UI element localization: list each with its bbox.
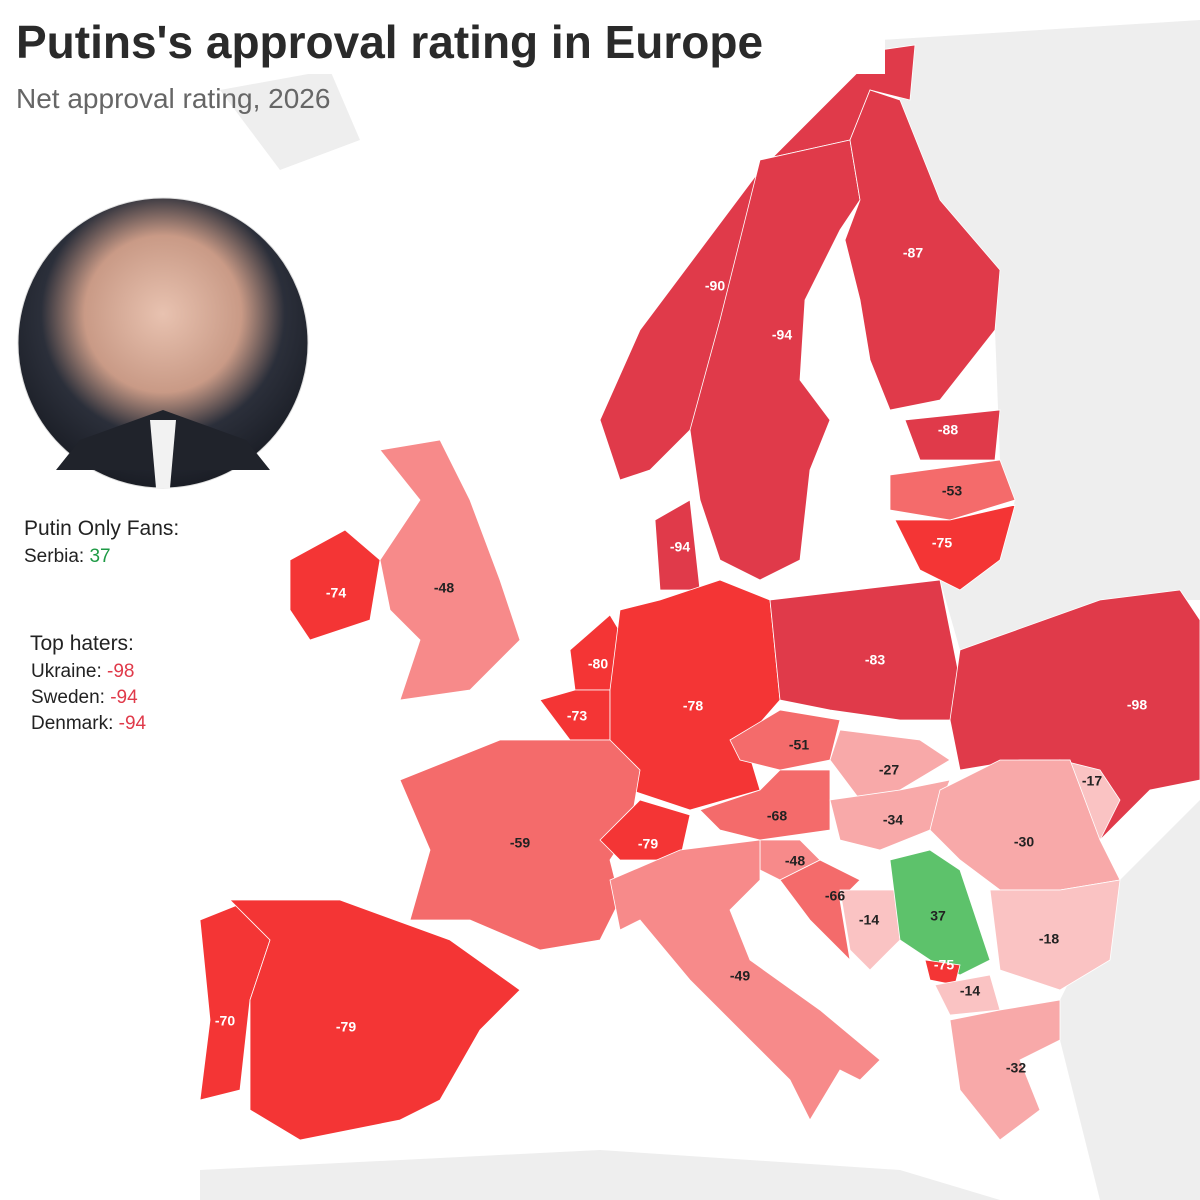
item-label: Serbia: xyxy=(24,546,84,567)
country xyxy=(889,849,991,976)
country-value-label: -48 xyxy=(434,580,454,596)
country-value-label: -73 xyxy=(567,708,587,724)
country xyxy=(769,579,971,721)
country-value-label: -66 xyxy=(825,888,845,904)
subtitle: Net approval rating, 2026 xyxy=(16,83,330,114)
country-value-label: -27 xyxy=(879,762,899,778)
country xyxy=(904,409,1001,461)
country-value-label: -79 xyxy=(638,836,658,852)
country xyxy=(779,859,861,962)
country-value-label: -70 xyxy=(215,1013,235,1029)
country-value-label: -79 xyxy=(336,1019,356,1035)
country-value-label: -53 xyxy=(942,483,962,499)
country-value-label: -49 xyxy=(730,968,750,984)
country-value-label: -83 xyxy=(865,652,885,668)
item-label: Denmark: xyxy=(31,713,113,734)
country xyxy=(839,889,901,971)
country-value-label: -80 xyxy=(588,656,608,672)
country xyxy=(689,139,861,581)
country xyxy=(609,839,881,1121)
country-value-label: -17 xyxy=(1082,773,1102,789)
country-value-label: -75 xyxy=(932,535,952,551)
item-label: Sweden: xyxy=(31,687,105,708)
country-value-label: -87 xyxy=(903,245,923,261)
country-value-label: -48 xyxy=(785,853,805,869)
list-item: Serbia: 37 xyxy=(24,546,111,567)
country-value-label: -78 xyxy=(683,698,703,714)
country-value-label: -18 xyxy=(1039,931,1059,947)
country xyxy=(844,89,1001,411)
list-item: Ukraine: -98 xyxy=(31,661,135,682)
country-value-label: -75 xyxy=(934,957,954,973)
country xyxy=(229,899,521,1141)
country-value-label: -59 xyxy=(510,835,530,851)
item-value: -94 xyxy=(110,687,138,708)
country-value-label: -32 xyxy=(1006,1060,1026,1076)
country-value-label: -51 xyxy=(789,737,809,753)
item-value: -98 xyxy=(107,661,134,682)
country-value-label: -98 xyxy=(1127,697,1147,713)
country-value-label: -94 xyxy=(670,539,690,555)
sidebar: Putin Only Fans: Top haters: Serbia: 37 U… xyxy=(24,517,179,734)
country-value-label: -30 xyxy=(1014,834,1034,850)
country-value-label: -68 xyxy=(767,808,787,824)
country xyxy=(889,459,1016,521)
country-value-label: -14 xyxy=(859,912,879,928)
haters-title: Top haters: xyxy=(30,632,134,655)
list-item: Denmark: -94 xyxy=(31,713,147,734)
fans-title: Putin Only Fans: xyxy=(24,517,179,540)
country-value-label: -88 xyxy=(938,422,958,438)
country-value-label: -74 xyxy=(326,585,346,601)
country xyxy=(894,504,1016,591)
country-value-label: -14 xyxy=(960,983,980,999)
item-value: -94 xyxy=(119,713,147,734)
country xyxy=(289,529,381,641)
title-box xyxy=(10,10,885,74)
background-land xyxy=(200,20,1200,1200)
country-value-label: -94 xyxy=(772,327,792,343)
item-value: 37 xyxy=(89,546,110,567)
country xyxy=(599,799,691,861)
country xyxy=(949,999,1061,1141)
country-value-label: -34 xyxy=(883,812,903,828)
portrait xyxy=(17,197,309,489)
title: Putins's approval rating in Europe xyxy=(16,16,763,68)
item-label: Ukraine: xyxy=(31,661,102,682)
country-value-label: 37 xyxy=(930,908,946,924)
countries xyxy=(199,44,1200,1141)
country xyxy=(989,879,1121,991)
country xyxy=(949,589,1200,841)
list-item: Sweden: -94 xyxy=(31,687,138,708)
country xyxy=(379,439,521,701)
country-value-label: -90 xyxy=(705,278,725,294)
